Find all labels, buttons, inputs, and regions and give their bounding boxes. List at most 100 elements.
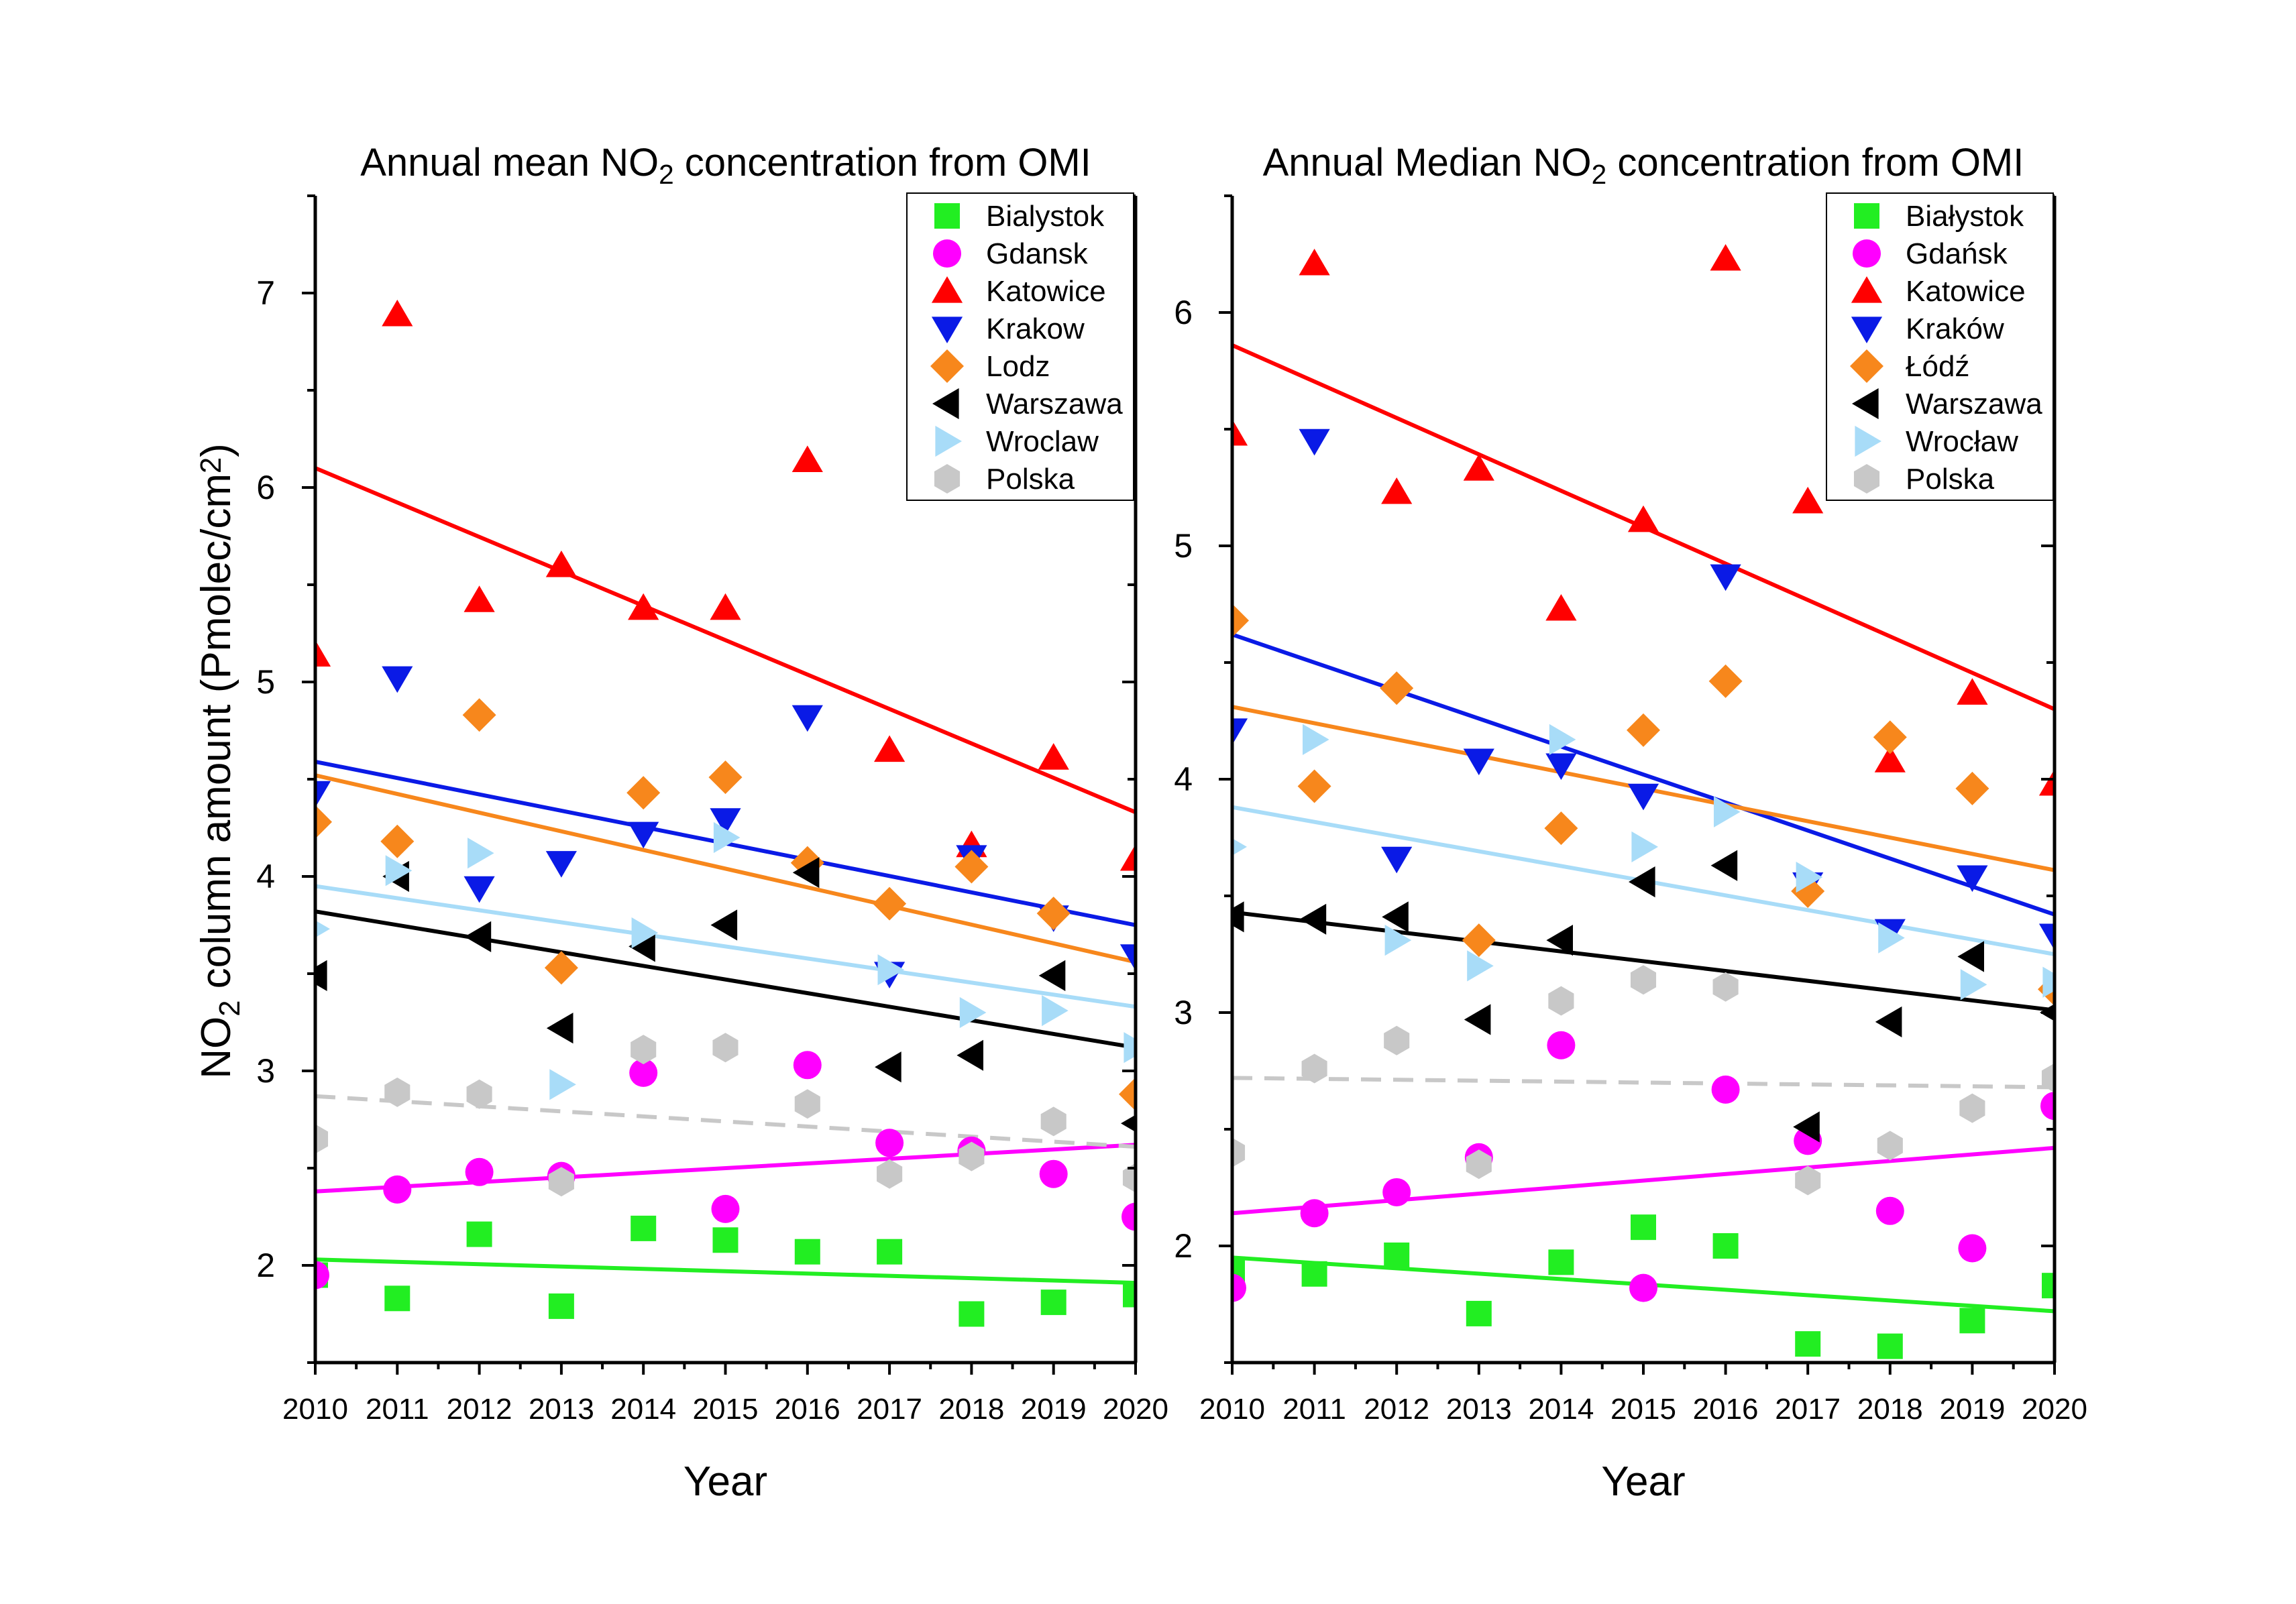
- data-point-kraków: [1463, 748, 1494, 776]
- data-point-warszawa: [628, 931, 655, 962]
- data-point-wroclaw: [877, 954, 905, 986]
- data-point-polska: [1712, 972, 1739, 1002]
- chart-panel-median: Annual Median NO2 concentration from OMI…: [1174, 141, 2087, 1505]
- x-tick-label: 2014: [1528, 1393, 1594, 1426]
- data-point-krakow: [1119, 944, 1136, 971]
- data-point-polska: [1301, 1053, 1327, 1084]
- data-point-wrocław: [1549, 724, 1576, 755]
- trend-line-gdańsk: [1232, 1145, 2055, 1216]
- data-point-lodz: [873, 886, 907, 921]
- x-tick-label: 2017: [1775, 1393, 1841, 1426]
- x-tick-label: 2012: [447, 1393, 512, 1426]
- data-point-wroclaw: [549, 1069, 576, 1100]
- data-point-lodz: [462, 698, 496, 732]
- data-point-łódź: [1297, 769, 1331, 803]
- chart-title: Annual Median NO2 concentration from OMI: [1263, 141, 2024, 190]
- data-point-gdańsk: [1711, 1075, 1740, 1104]
- chart-title: Annual mean NO2 concentration from OMI: [360, 141, 1091, 190]
- data-point-polska: [959, 1141, 985, 1171]
- data-point-krakow: [382, 666, 413, 693]
- data-point-katowice: [1038, 743, 1069, 770]
- data-point-bialystok: [877, 1239, 903, 1265]
- legend-label: Wrocław: [1906, 425, 2018, 458]
- legend-label: Bialystok: [986, 200, 1105, 233]
- data-point-warszawa: [1875, 1006, 1902, 1038]
- data-point-lodz: [1119, 1077, 1136, 1111]
- data-point-białystok: [1712, 1233, 1739, 1259]
- data-point-wrocław: [1878, 922, 1905, 954]
- data-point-polska: [1795, 1165, 1821, 1196]
- x-tick-label: 2016: [775, 1393, 840, 1426]
- data-point-bialystok: [712, 1227, 739, 1253]
- data-point-katowice: [628, 593, 659, 620]
- data-point-łódź: [1708, 664, 1743, 698]
- y-tick-label: 4: [256, 858, 275, 895]
- trend-line-kraków: [1232, 632, 2055, 917]
- data-point-warszawa: [1038, 960, 1066, 991]
- data-point-warszawa: [1464, 1004, 1491, 1035]
- data-point-lodz: [708, 760, 743, 795]
- data-point-białystok: [1631, 1214, 1656, 1241]
- trend-line-wroclaw: [315, 884, 1136, 1009]
- data-point-polska: [1548, 986, 1574, 1016]
- trend-line-warszawa: [315, 909, 1136, 1050]
- data-point-lodz: [315, 805, 332, 839]
- x-tick-label: 2015: [1610, 1393, 1676, 1426]
- data-point-kraków: [2038, 923, 2055, 951]
- x-tick-label: 2019: [1939, 1393, 2005, 1426]
- data-point-katowice: [874, 735, 906, 762]
- legend-label: Polska: [1906, 463, 1995, 496]
- data-point-warszawa: [1793, 1111, 1820, 1143]
- data-point-wroclaw: [385, 855, 413, 886]
- data-point-wroclaw: [468, 838, 494, 869]
- data-point-krakow: [545, 851, 577, 878]
- data-point-kraków: [1381, 846, 1413, 874]
- data-point-polska: [548, 1167, 574, 1197]
- y-tick-label: 3: [256, 1052, 275, 1090]
- trend-line-gdansk: [315, 1143, 1136, 1194]
- legend: Białystok Gdańsk Katowice Kraków Łódź Warszaw…: [1826, 192, 2054, 501]
- data-point-katowice: [463, 585, 495, 612]
- x-tick-label: 2011: [1282, 1393, 1346, 1426]
- legend-label: Gdansk: [986, 237, 1089, 270]
- legend-label: Katowice: [986, 275, 1106, 308]
- data-point-warszawa: [1299, 903, 1327, 935]
- data-point-bialystok: [466, 1221, 492, 1247]
- data-point-warszawa: [1546, 925, 1573, 956]
- y-tick-label: 4: [1174, 760, 1193, 798]
- data-point-polska: [1384, 1025, 1410, 1055]
- data-point-kraków: [1545, 753, 1577, 781]
- legend-label: Białystok: [1906, 200, 2024, 233]
- data-point-warszawa: [792, 857, 820, 889]
- data-point-białystok: [2042, 1273, 2055, 1299]
- x-tick-label: 2019: [1021, 1393, 1087, 1426]
- data-point-warszawa: [1121, 1114, 1136, 1133]
- data-point-gdańsk: [1629, 1273, 1657, 1302]
- data-point-gdansk: [1122, 1202, 1136, 1231]
- legend: Bialystok Gdansk Katowice Krakow Lodz Warszaw…: [906, 192, 1134, 501]
- data-point-katowice: [382, 299, 413, 327]
- data-point-katowice: [1381, 477, 1413, 504]
- data-point-bialystok: [384, 1285, 411, 1312]
- data-point-wroclaw: [713, 821, 741, 854]
- data-point-kraków: [1957, 865, 1988, 893]
- data-point-gdańsk: [1875, 1196, 1904, 1225]
- data-point-katowice: [1710, 243, 1741, 271]
- data-point-polska: [1466, 1149, 1492, 1180]
- data-point-gdańsk: [1300, 1199, 1329, 1228]
- legend-label: Warszawa: [986, 388, 1123, 420]
- data-point-katowice: [2038, 768, 2055, 796]
- y-tick-label: 2: [256, 1247, 275, 1284]
- data-point-polska: [1630, 965, 1657, 995]
- y-axis-title: NO2 column amount (Pmolec/cm2): [193, 443, 246, 1079]
- data-point-łódź: [1627, 713, 1660, 747]
- y-tick-label: 2: [1174, 1227, 1193, 1265]
- data-point-katowice: [1545, 593, 1577, 621]
- legend-marker-katowice: [1851, 276, 1883, 303]
- data-point-wrocław: [1796, 862, 1823, 893]
- legend-marker-gdansk: [933, 239, 961, 268]
- x-tick-label: 2018: [1857, 1393, 1923, 1426]
- data-point-kraków: [1627, 783, 1659, 811]
- data-point-krakow: [315, 781, 331, 808]
- trend-line-bialystok: [315, 1257, 1136, 1285]
